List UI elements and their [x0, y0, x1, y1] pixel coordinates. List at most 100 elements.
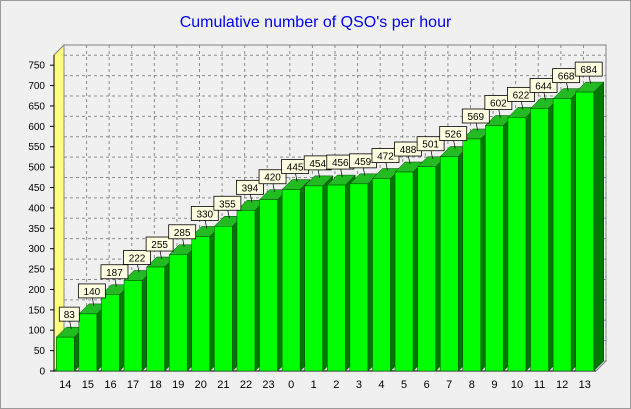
data-label: 394 [242, 183, 259, 194]
y-tick-label: 200 [28, 285, 45, 296]
data-label: 222 [129, 253, 146, 264]
bar [236, 210, 256, 372]
data-label: 420 [264, 173, 281, 184]
x-tick-label: 13 [579, 379, 591, 391]
x-tick-label: 3 [356, 379, 362, 391]
y-tick-label: 350 [28, 224, 45, 235]
bar [191, 236, 211, 372]
y-tick-label: 750 [28, 61, 45, 72]
data-label: 83 [64, 310, 76, 321]
bar [507, 117, 527, 372]
data-label: 456 [332, 158, 349, 169]
data-label-box [507, 86, 535, 102]
x-tick-label: 19 [172, 379, 184, 391]
bar-side [593, 81, 604, 372]
bar [146, 266, 165, 372]
data-label: 330 [196, 209, 213, 220]
left-wall [53, 43, 65, 373]
x-tick-label: 20 [195, 379, 207, 391]
x-tick-label: 2 [333, 379, 339, 391]
bar [417, 166, 436, 372]
bar [462, 138, 482, 372]
data-label-box [484, 95, 513, 110]
data-label-box [168, 224, 197, 240]
bar [575, 91, 594, 372]
x-tick-label: 8 [469, 379, 475, 391]
x-tick-label: 17 [127, 379, 139, 391]
x-tick-label: 7 [446, 379, 452, 391]
y-tick-label: 650 [28, 101, 45, 112]
data-label: 684 [580, 65, 597, 76]
bar [394, 171, 414, 372]
x-tick-label: 22 [240, 379, 252, 391]
x-tick-label: 10 [511, 379, 523, 391]
data-label-box [461, 108, 490, 124]
data-label: 526 [445, 130, 462, 141]
y-tick-label: 300 [28, 244, 45, 255]
data-label: 255 [151, 240, 168, 251]
bar [327, 184, 346, 372]
data-label: 285 [174, 228, 191, 239]
data-label: 622 [513, 90, 530, 101]
data-label: 488 [400, 145, 417, 156]
bar [259, 199, 278, 372]
bar [349, 183, 369, 372]
bar [530, 108, 549, 372]
x-tick-label: 12 [556, 379, 568, 391]
bar [552, 98, 572, 372]
x-tick-label: 23 [262, 379, 274, 391]
data-label: 472 [377, 152, 394, 163]
data-label: 602 [490, 99, 507, 110]
x-tick-label: 18 [150, 379, 162, 391]
y-tick-label: 500 [28, 163, 45, 174]
x-tick-label: 21 [217, 379, 229, 391]
data-label-box [529, 78, 558, 93]
bar [78, 313, 98, 372]
data-label-box [213, 195, 242, 211]
data-label: 187 [106, 268, 123, 279]
data-label-box [100, 264, 129, 280]
data-label-box [123, 250, 151, 265]
bar [214, 226, 233, 372]
bar [101, 294, 120, 372]
x-tick-label: 6 [424, 379, 430, 391]
data-label: 445 [287, 163, 304, 174]
data-label-box [190, 206, 219, 221]
y-tick-label: 400 [28, 203, 45, 214]
data-label-box [236, 179, 264, 195]
y-tick-label: 450 [28, 183, 45, 194]
data-label-box [58, 306, 80, 322]
x-tick-label: 16 [104, 379, 116, 391]
x-tick-label: 4 [378, 379, 384, 391]
y-tick-label: 250 [28, 265, 45, 276]
data-label-box [77, 283, 106, 299]
data-label: 459 [355, 157, 372, 168]
x-tick-label: 14 [59, 379, 71, 391]
bar [123, 280, 143, 372]
x-tick-label: 11 [534, 379, 545, 391]
data-label-box [258, 169, 287, 185]
bar [439, 156, 459, 372]
bar [304, 185, 323, 372]
data-label: 569 [467, 112, 484, 123]
bar [168, 254, 188, 372]
x-tick-label: 0 [288, 379, 294, 391]
bar [372, 178, 391, 372]
y-tick-label: 550 [28, 142, 45, 153]
data-label-box [416, 136, 445, 152]
chart-title: Cumulative number of QSO's per hour [179, 14, 452, 31]
data-label: 501 [422, 140, 439, 151]
data-label: 355 [219, 199, 236, 210]
x-tick-label: 15 [82, 379, 94, 391]
bar [56, 336, 75, 372]
x-tick-label: 1 [311, 379, 317, 391]
data-label: 644 [535, 81, 552, 92]
y-tick-label: 100 [28, 326, 45, 337]
y-tick-label: 700 [28, 81, 45, 92]
data-label-box [439, 126, 468, 141]
bar [485, 125, 504, 372]
data-label: 668 [558, 72, 575, 83]
y-tick-label: 50 [34, 346, 46, 357]
y-tick-label: 150 [28, 305, 45, 316]
